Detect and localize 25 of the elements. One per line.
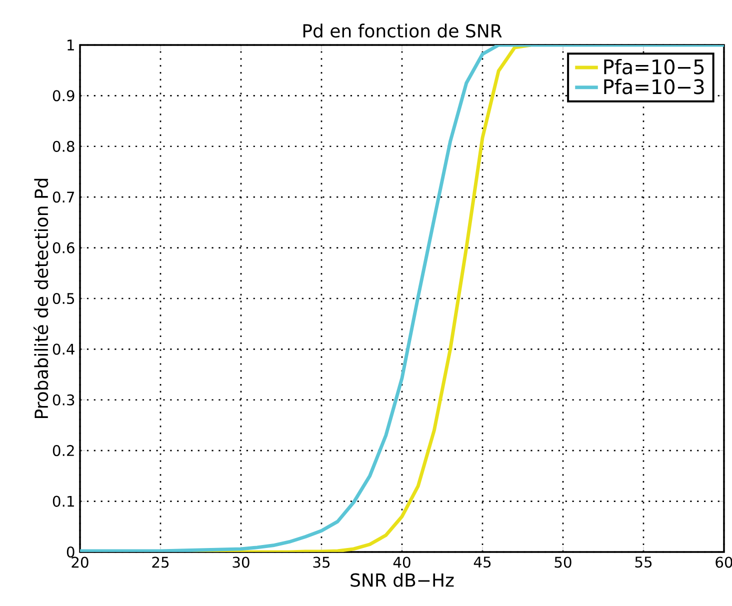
x-tick-label: 50 <box>554 556 572 568</box>
x-tick-label: 25 <box>152 556 169 568</box>
y-tick-label: 0.1 <box>52 496 74 507</box>
y-tick-label: 0.2 <box>52 445 74 456</box>
y-tick-label: 0.4 <box>52 344 74 355</box>
y-tick-label: 0.6 <box>52 242 74 254</box>
x-tick-label: 60 <box>716 556 732 568</box>
y-axis-title: Probabilité de detection Pd <box>33 178 48 418</box>
y-tick-label: 0 <box>66 546 74 558</box>
y-tick-label: 0.8 <box>52 140 74 152</box>
legend-label: Pfa=10−5 <box>604 58 704 74</box>
x-tick-label: 30 <box>232 556 250 568</box>
x-tick-label: 35 <box>313 556 330 568</box>
y-tick-label: 0.5 <box>52 292 74 304</box>
x-axis-title: SNR dB−Hz <box>350 572 454 587</box>
x-tick-label: 20 <box>72 556 88 568</box>
x-tick-label: 45 <box>474 556 491 568</box>
y-tick-label: 0.9 <box>52 90 74 102</box>
y-tick-label: 1 <box>68 40 74 50</box>
x-tick-label: 40 <box>393 556 410 568</box>
legend-label: Pfa=10−3 <box>604 78 704 94</box>
x-tick-label: 55 <box>635 556 652 568</box>
y-tick-label: 0.7 <box>52 192 74 203</box>
y-tick-label: 0.3 <box>52 394 74 406</box>
chart-title: Pd en fonction de SNR <box>303 24 502 38</box>
